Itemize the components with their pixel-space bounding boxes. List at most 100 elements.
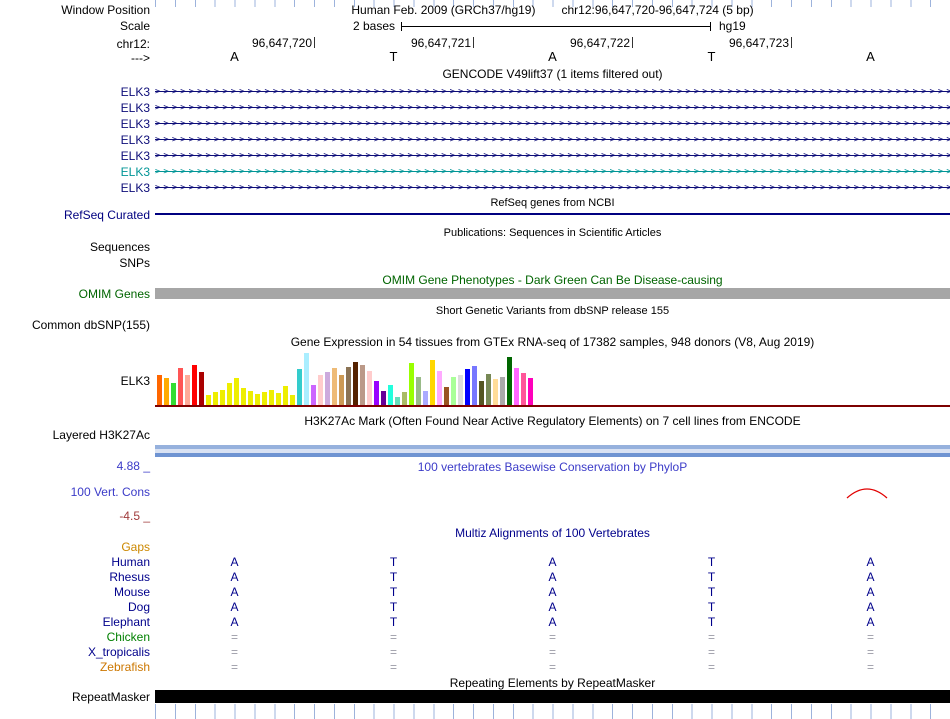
omim-genes-label[interactable]: OMIM Genes [78, 287, 150, 301]
gtex-bar[interactable] [500, 377, 505, 405]
gtex-bar-chart[interactable] [157, 353, 533, 405]
h3k27ac-track-title[interactable]: H3K27Ac Mark (Often Found Near Active Re… [304, 414, 801, 428]
gencode-gene-label[interactable]: ELK3 [120, 117, 150, 131]
omim-gene-bar[interactable] [155, 288, 950, 299]
gtex-bar[interactable] [521, 373, 526, 405]
sequences-label[interactable]: Sequences [89, 240, 150, 254]
gtex-bar[interactable] [234, 378, 239, 405]
gtex-bar[interactable] [297, 369, 302, 405]
repeatmasker-label[interactable]: RepeatMasker [71, 690, 150, 704]
gtex-bar[interactable] [290, 395, 295, 405]
gtex-bar[interactable] [318, 375, 323, 405]
gtex-bar[interactable] [465, 369, 470, 405]
gtex-bar[interactable] [430, 360, 435, 405]
gtex-bar[interactable] [437, 371, 442, 405]
gtex-bar[interactable] [248, 391, 253, 405]
gtex-bar[interactable] [220, 390, 225, 405]
refseq-curated-label[interactable]: RefSeq Curated [63, 208, 150, 222]
gencode-gene-label[interactable]: ELK3 [120, 165, 150, 179]
h3k27ac-label[interactable]: Layered H3K27Ac [52, 428, 150, 442]
species-label[interactable]: Elephant [102, 615, 150, 629]
gtex-bar[interactable] [367, 371, 372, 405]
conservation-peak[interactable] [845, 485, 889, 500]
gene-track-line[interactable]: >>>>>>>>>>>>>>>>>>>>>>>>>>>>>>>>>>>>>>>>… [155, 180, 950, 196]
h3k27ac-signal[interactable] [155, 445, 950, 457]
gtex-bar[interactable] [304, 353, 309, 405]
repeatmasker-track-title[interactable]: Repeating Elements by RepeatMasker [449, 676, 656, 690]
gtex-bar[interactable] [325, 372, 330, 405]
gtex-bar[interactable] [528, 378, 533, 405]
dbsnp-label[interactable]: Common dbSNP(155) [31, 318, 150, 332]
gtex-bar[interactable] [514, 368, 519, 405]
gtex-bar[interactable] [276, 393, 281, 405]
gtex-bar[interactable] [486, 374, 491, 405]
gtex-bar[interactable] [213, 392, 218, 405]
gtex-bar[interactable] [395, 397, 400, 405]
gtex-bar[interactable] [171, 383, 176, 405]
gtex-track-title[interactable]: Gene Expression in 54 tissues from GTEx … [290, 335, 815, 349]
conservation-track-title[interactable]: 100 vertebrates Basewise Conservation by… [417, 460, 688, 474]
gtex-bar[interactable] [444, 387, 449, 405]
multiz-track-title[interactable]: Multiz Alignments of 100 Vertebrates [455, 526, 650, 540]
repeatmasker-bar[interactable] [155, 690, 950, 703]
gtex-bar[interactable] [332, 368, 337, 405]
gencode-gene-label[interactable]: ELK3 [120, 149, 150, 163]
gtex-bar[interactable] [374, 381, 379, 405]
gene-track-line[interactable]: >>>>>>>>>>>>>>>>>>>>>>>>>>>>>>>>>>>>>>>>… [155, 148, 950, 164]
gtex-bar[interactable] [199, 372, 204, 405]
gtex-bar[interactable] [185, 375, 190, 405]
gtex-bar[interactable] [346, 367, 351, 405]
gtex-bar[interactable] [283, 386, 288, 405]
gtex-bar[interactable] [339, 375, 344, 405]
gtex-bar[interactable] [192, 365, 197, 405]
gtex-bar[interactable] [493, 379, 498, 405]
gtex-bar[interactable] [178, 368, 183, 405]
species-label[interactable]: Rhesus [109, 570, 150, 584]
gtex-bar[interactable] [206, 395, 211, 405]
refseq-gene-bar[interactable] [155, 213, 950, 215]
gtex-bar[interactable] [416, 377, 421, 405]
gene-track-line[interactable]: >>>>>>>>>>>>>>>>>>>>>>>>>>>>>>>>>>>>>>>>… [155, 164, 950, 180]
gaps-label[interactable]: Gaps [121, 540, 150, 554]
gtex-bar[interactable] [451, 377, 456, 405]
species-label[interactable]: Human [111, 555, 150, 569]
conservation-label[interactable]: 100 Vert. Cons [70, 485, 150, 499]
gtex-gene-label[interactable]: ELK3 [120, 374, 150, 388]
gtex-bar[interactable] [388, 385, 393, 405]
gene-track-line[interactable]: >>>>>>>>>>>>>>>>>>>>>>>>>>>>>>>>>>>>>>>>… [155, 116, 950, 132]
gtex-bar[interactable] [227, 383, 232, 405]
gtex-bar[interactable] [381, 391, 386, 405]
gtex-bar[interactable] [472, 366, 477, 405]
gtex-bar[interactable] [262, 392, 267, 405]
gtex-bar[interactable] [402, 392, 407, 405]
gencode-gene-label[interactable]: ELK3 [120, 101, 150, 115]
gene-track-line[interactable]: >>>>>>>>>>>>>>>>>>>>>>>>>>>>>>>>>>>>>>>>… [155, 100, 950, 116]
gtex-bar[interactable] [507, 357, 512, 405]
gtex-bar[interactable] [409, 363, 414, 405]
gene-track-line[interactable]: >>>>>>>>>>>>>>>>>>>>>>>>>>>>>>>>>>>>>>>>… [155, 84, 950, 100]
refseq-track-title[interactable]: RefSeq genes from NCBI [490, 197, 615, 209]
gtex-bar[interactable] [423, 391, 428, 405]
species-label[interactable]: Chicken [106, 630, 150, 644]
gtex-bar[interactable] [164, 378, 169, 405]
gtex-bar[interactable] [458, 375, 463, 405]
snps-label[interactable]: SNPs [119, 256, 150, 270]
gene-track-line[interactable]: >>>>>>>>>>>>>>>>>>>>>>>>>>>>>>>>>>>>>>>>… [155, 132, 950, 148]
ruler-ticks-bottom[interactable] [155, 704, 950, 719]
gtex-bar[interactable] [241, 388, 246, 405]
gencode-gene-label[interactable]: ELK3 [120, 181, 150, 195]
gtex-bar[interactable] [269, 390, 274, 405]
gtex-bar[interactable] [479, 381, 484, 405]
gtex-bar[interactable] [255, 394, 260, 405]
publications-track-title[interactable]: Publications: Sequences in Scientific Ar… [443, 227, 662, 239]
gencode-gene-label[interactable]: ELK3 [120, 85, 150, 99]
species-label[interactable]: Zebrafish [99, 660, 150, 674]
ruler-ticks-top[interactable] [155, 0, 950, 7]
gencode-gene-label[interactable]: ELK3 [120, 133, 150, 147]
gtex-bar[interactable] [360, 365, 365, 405]
dbsnp-track-title[interactable]: Short Genetic Variants from dbSNP releas… [435, 305, 670, 317]
species-label[interactable]: Mouse [113, 585, 150, 599]
gtex-bar[interactable] [311, 385, 316, 405]
omim-track-title[interactable]: OMIM Gene Phenotypes - Dark Green Can Be… [382, 273, 723, 287]
gtex-bar[interactable] [353, 362, 358, 405]
